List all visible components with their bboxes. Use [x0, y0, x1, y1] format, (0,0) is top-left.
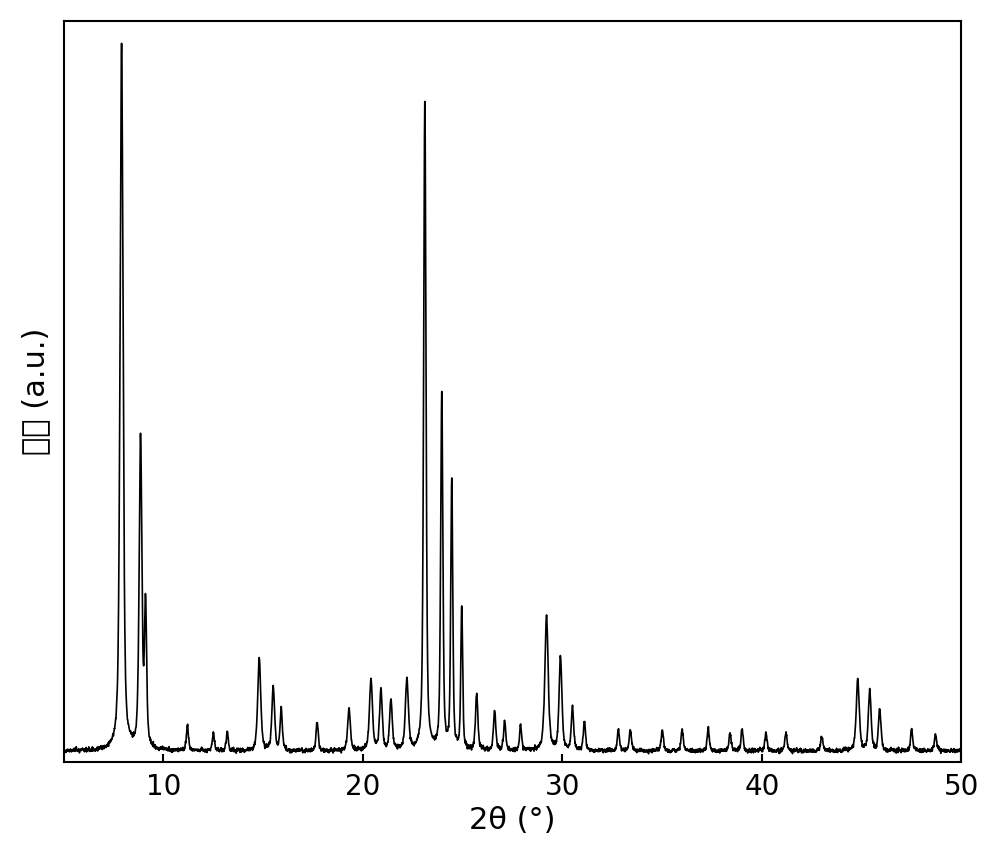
Y-axis label: 強度 (a.u.): 強度 (a.u.)	[21, 328, 50, 455]
X-axis label: 2θ (°): 2θ (°)	[469, 806, 556, 835]
